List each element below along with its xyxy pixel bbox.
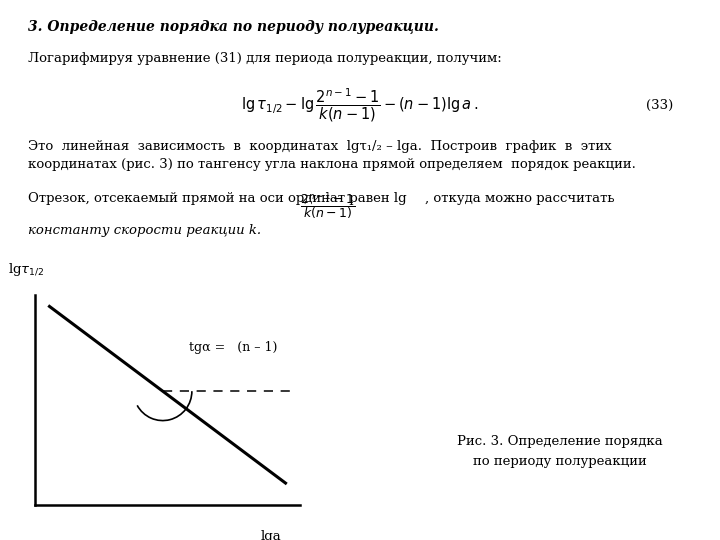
Text: tgα =   (n – 1): tgα = (n – 1) xyxy=(189,341,277,354)
Text: $\mathrm{lg}\,\tau_{1/2} - \mathrm{lg}\,\dfrac{2^{n-1}-1}{k(n-1)} - (n-1)\mathrm: $\mathrm{lg}\,\tau_{1/2} - \mathrm{lg}\,… xyxy=(241,86,479,124)
Text: lg$\tau_{1/2}$: lg$\tau_{1/2}$ xyxy=(9,262,45,278)
Text: , откуда можно рассчитать: , откуда можно рассчитать xyxy=(425,192,614,205)
Text: (33): (33) xyxy=(647,98,674,111)
Text: Это  линейная  зависимость  в  координатах  lgτ₁/₂ – lgа.  Построив  график  в  : Это линейная зависимость в координатах l… xyxy=(28,140,611,153)
Text: по периоду полуреакции: по периоду полуреакции xyxy=(473,455,647,468)
Text: 3. Определение порядка по периоду полуреакции.: 3. Определение порядка по периоду полуре… xyxy=(28,20,439,34)
Text: $\dfrac{2^{n-1}-1}{k(n-1)}$: $\dfrac{2^{n-1}-1}{k(n-1)}$ xyxy=(300,190,356,221)
Text: координатах (рис. 3) по тангенсу угла наклона прямой определяем  порядок реакции: координатах (рис. 3) по тангенсу угла на… xyxy=(28,158,636,171)
Text: lgа: lgа xyxy=(260,530,281,540)
Text: Рис. 3. Определение порядка: Рис. 3. Определение порядка xyxy=(457,435,663,448)
Text: константу скорости реакции k.: константу скорости реакции k. xyxy=(28,224,261,237)
Text: Отрезок, отсекаемый прямой на оси ординат равен lg: Отрезок, отсекаемый прямой на оси ордина… xyxy=(28,192,407,205)
Text: Логарифмируя уравнение (31) для периода полуреакции, получим:: Логарифмируя уравнение (31) для периода … xyxy=(28,52,502,65)
